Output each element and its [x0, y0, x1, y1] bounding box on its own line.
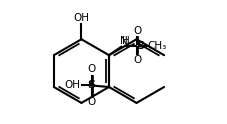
- Text: O: O: [133, 55, 141, 65]
- Text: OH: OH: [73, 13, 89, 23]
- Text: O: O: [133, 26, 141, 36]
- Text: N: N: [119, 36, 127, 46]
- Text: H: H: [121, 36, 129, 46]
- Text: CH₃: CH₃: [147, 41, 166, 51]
- Text: S: S: [87, 80, 95, 91]
- Text: OH: OH: [64, 80, 80, 91]
- Text: O: O: [87, 97, 95, 107]
- Text: O: O: [87, 64, 95, 74]
- Text: S: S: [136, 41, 144, 51]
